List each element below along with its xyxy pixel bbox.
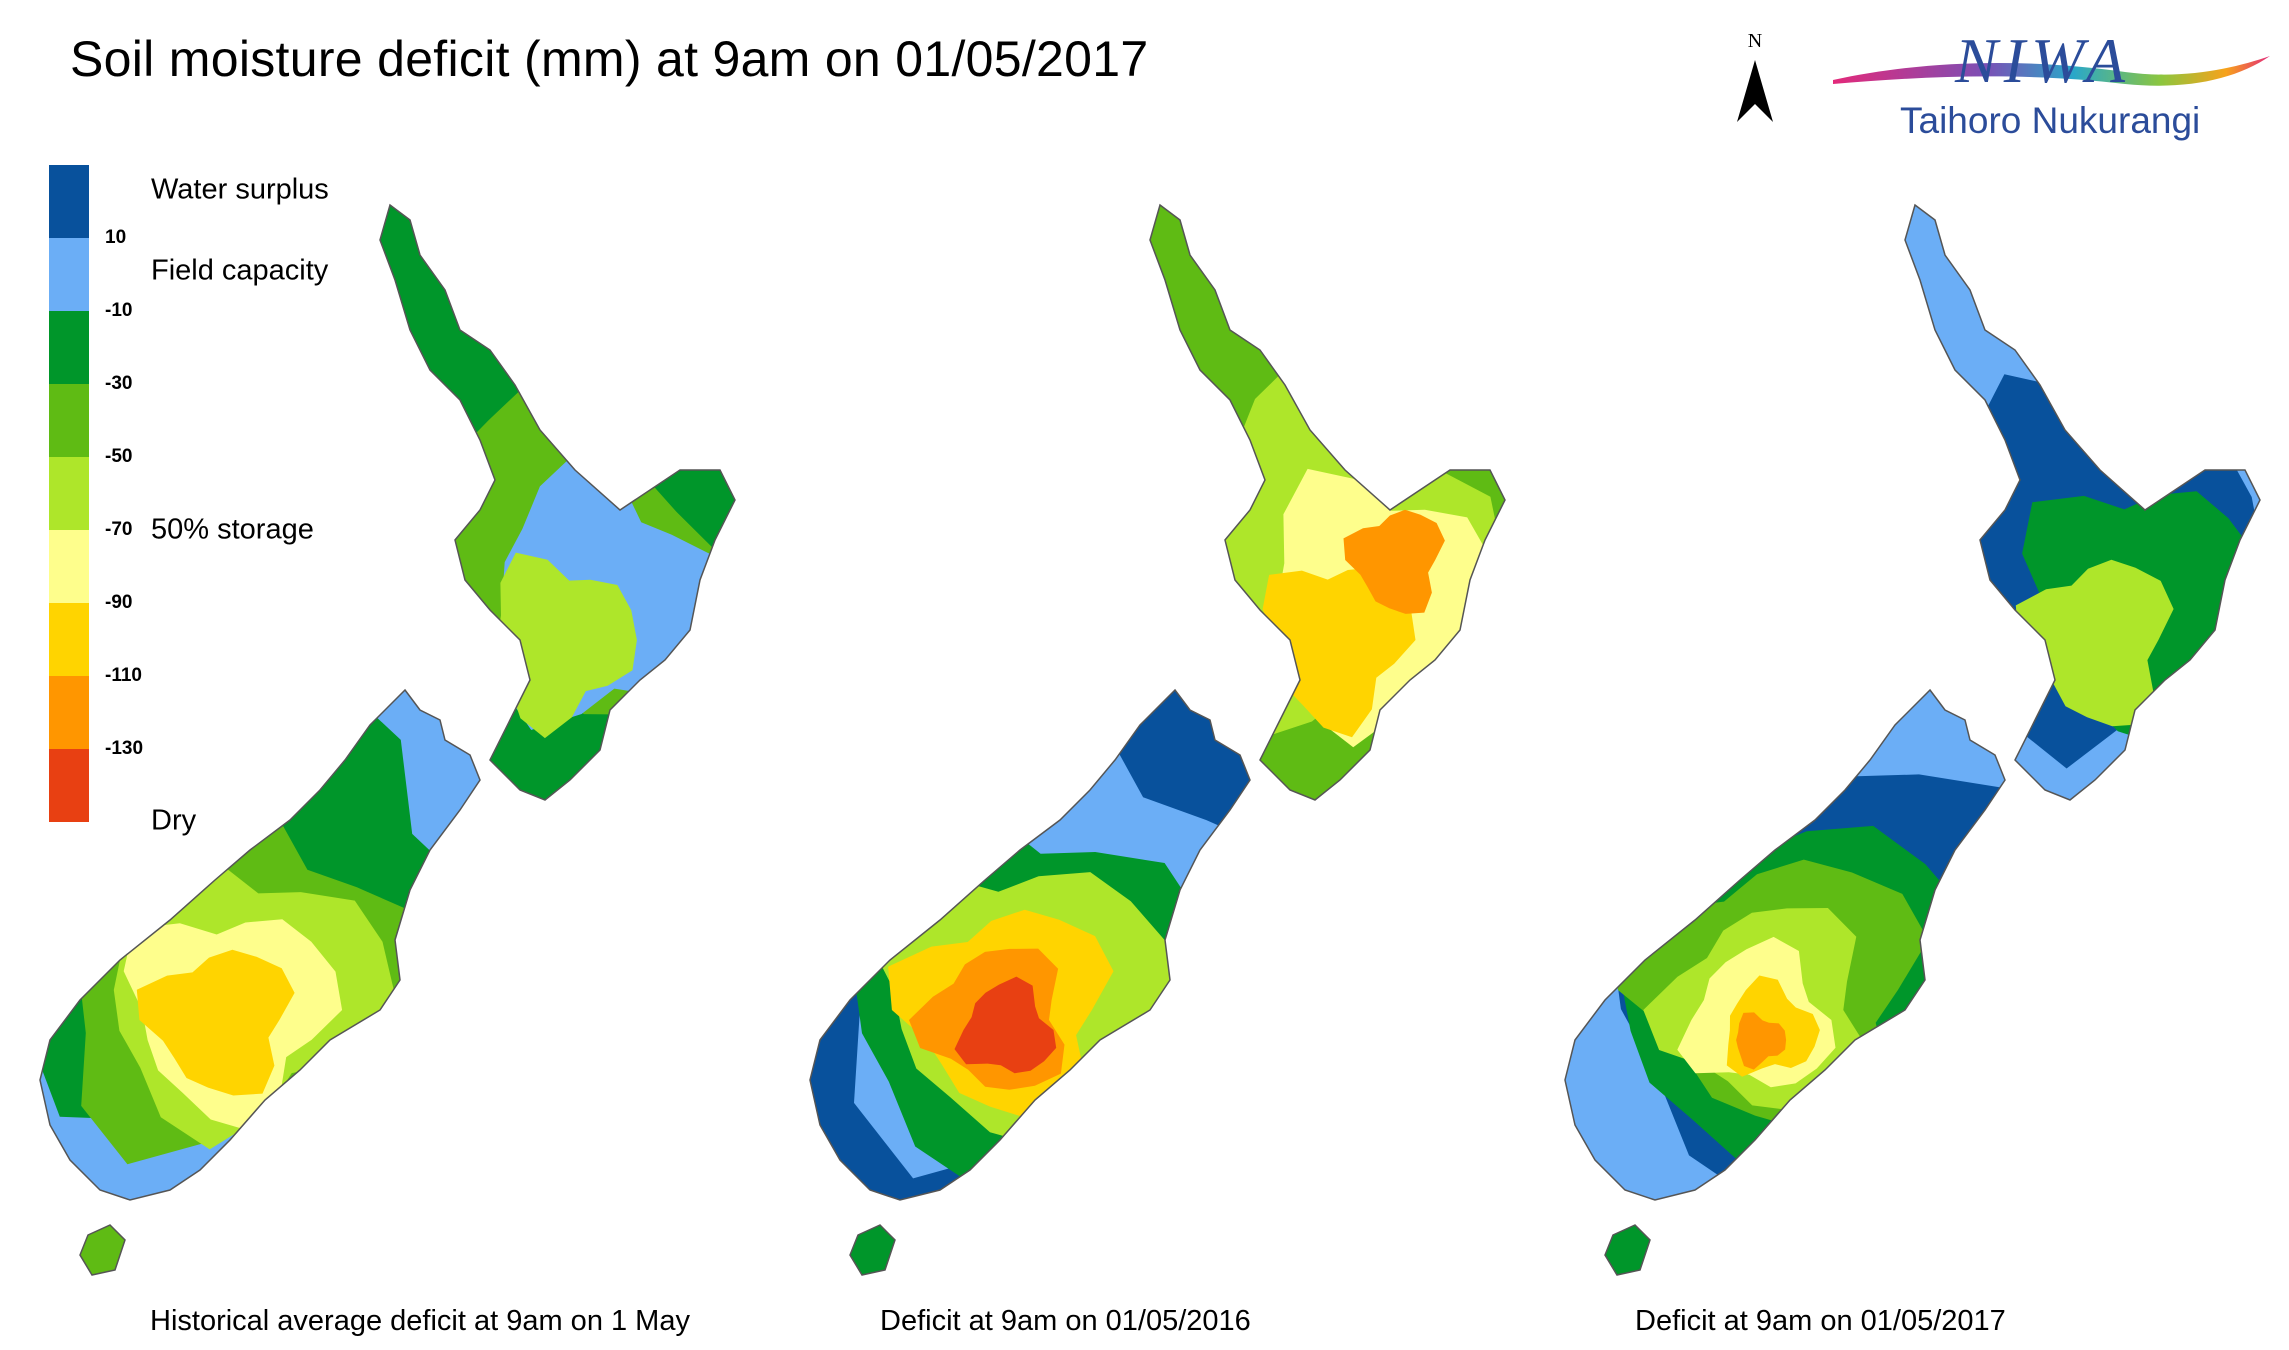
map-2016 <box>770 180 1530 1295</box>
stewart-island-coastline <box>79 1224 126 1276</box>
legend-tick: -30 <box>105 373 133 394</box>
legend-label-50-storage: 50% storage <box>151 513 314 546</box>
south-island <box>40 690 480 1200</box>
south-island-deficit-zone <box>1736 1012 1787 1070</box>
north-island-deficit-zone <box>2015 559 2174 727</box>
legend-swatch-minus70-minus90 <box>49 530 89 603</box>
north-island <box>1150 205 1505 800</box>
legend-tick: -50 <box>105 446 133 467</box>
map-caption-historical: Historical average deficit at 9am on 1 M… <box>150 1305 690 1337</box>
legend-swatch-water-surplus <box>49 165 89 238</box>
north-arrow: N <box>1725 30 1785 130</box>
north-island-coastline <box>1149 203 1506 801</box>
stewart-island-base-zone <box>1605 1225 1650 1275</box>
stewart-island-base-zone <box>80 1225 125 1275</box>
legend-tick: -110 <box>105 665 142 686</box>
south-island-coastline <box>1564 688 2006 1201</box>
map-2017 <box>1525 180 2285 1295</box>
north-label: N <box>1747 30 1763 52</box>
legend-swatch-minus30-minus50 <box>49 384 89 457</box>
north-island-deficit-zone <box>496 552 637 739</box>
legend: 10 -10 -30 -50 -70 -90 -110 -130 Water s… <box>49 165 349 845</box>
legend-tick: 10 <box>105 227 127 248</box>
south-island-coastline <box>39 688 481 1201</box>
map-historical-average <box>0 180 760 1295</box>
legend-swatch-minus110-minus130 <box>49 676 89 749</box>
niwa-wordmark: NIWA <box>1955 25 2131 96</box>
north-island <box>1905 205 2260 800</box>
south-island-coastline <box>809 688 1251 1201</box>
legend-swatch-field-capacity <box>49 238 89 311</box>
south-island <box>1565 690 2005 1200</box>
legend-tick: -90 <box>105 592 133 613</box>
south-island <box>810 690 1250 1200</box>
map-caption-2017: Deficit at 9am on 01/05/2017 <box>1635 1305 2006 1337</box>
stewart-island-coastline <box>1604 1224 1651 1276</box>
south-island-deficit-zone <box>954 976 1057 1074</box>
north-island <box>380 205 735 800</box>
niwa-logo: NIWA Taihoro Nukurangi <box>1825 20 2275 155</box>
stewart-island <box>1605 1225 1650 1275</box>
stewart-island <box>850 1225 895 1275</box>
legend-label-field-capacity: Field capacity <box>151 254 329 287</box>
legend-tick: -70 <box>105 519 133 540</box>
legend-swatch-minus10-minus30 <box>49 311 89 384</box>
north-island-coastline <box>379 203 736 801</box>
legend-swatch-minus90-minus110 <box>49 603 89 676</box>
legend-label-dry: Dry <box>151 804 197 837</box>
north-arrow-icon <box>1737 60 1773 122</box>
stewart-island-coastline <box>849 1224 896 1276</box>
north-island-deficit-zone <box>1343 509 1445 614</box>
map-caption-2016: Deficit at 9am on 01/05/2016 <box>880 1305 1251 1337</box>
legend-label-water-surplus: Water surplus <box>151 173 329 206</box>
map-title: Soil moisture deficit (mm) at 9am on 01/… <box>70 31 1149 87</box>
new-zealand-map <box>809 203 1506 1276</box>
new-zealand-map <box>1564 203 2261 1276</box>
legend-tick: -130 <box>105 738 144 759</box>
niwa-tagline: Taihoro Nukurangi <box>1900 100 2201 141</box>
legend-swatch-dry <box>49 749 89 822</box>
legend-tick: -10 <box>105 300 133 321</box>
stewart-island <box>80 1225 125 1275</box>
south-island-deficit-zone <box>136 949 295 1096</box>
legend-swatch-minus50-minus70 <box>49 457 89 530</box>
niwa-swoosh-icon <box>1833 56 2270 86</box>
new-zealand-map <box>39 203 736 1276</box>
north-island-coastline <box>1904 203 2261 801</box>
stewart-island-base-zone <box>850 1225 895 1275</box>
north-island-deficit-zone <box>1262 567 1416 738</box>
